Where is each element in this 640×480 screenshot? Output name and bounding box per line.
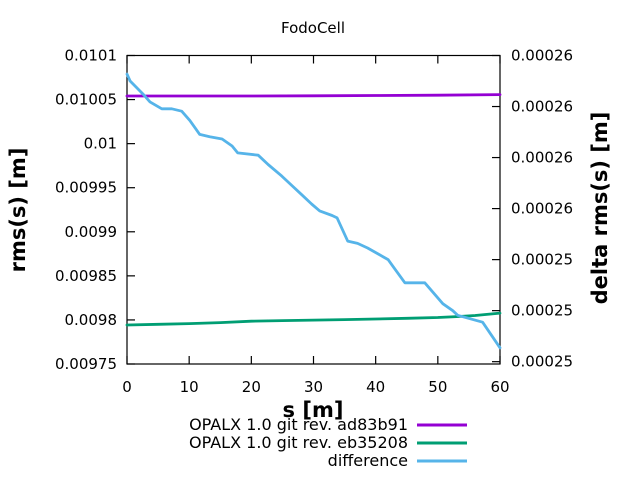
- x-tick-label: 0: [122, 378, 132, 396]
- series-line-2: [125, 311, 502, 327]
- data-series: [125, 72, 502, 350]
- y2-tick-label: 0.00025: [511, 251, 573, 269]
- tick-labels: 0 10 20 30 40 50 60 0.0101 0.01005 0.01 0.00995 0.0…: [55, 47, 573, 397]
- y2-axis-label: delta rms(s) [m]: [588, 112, 612, 305]
- legend-label: OPALX 1.0 git rev. ad83b91: [189, 415, 408, 434]
- chart-title: FodoCell: [281, 19, 345, 37]
- x-tick-label: 10: [180, 378, 199, 396]
- y-tick-label: 0.0098: [65, 311, 118, 329]
- y2-tick-label: 0.00025: [511, 302, 573, 320]
- y-tick-label: 0.01005: [55, 91, 117, 109]
- y-tick-label: 0.01: [84, 135, 117, 153]
- x-tick-label: 50: [428, 378, 447, 396]
- y-tick-label: 0.00985: [55, 267, 117, 285]
- y-axis-label: rms(s) [m]: [6, 148, 30, 273]
- y-tick-label: 0.0101: [65, 47, 118, 65]
- legend-label: OPALX 1.0 git rev. eb35208: [189, 433, 408, 452]
- x-axis-label: s [m]: [283, 398, 344, 422]
- series-line-1: [125, 93, 502, 98]
- y-tick-label: 0.00975: [55, 355, 117, 373]
- axis-ticks: [126, 54, 501, 365]
- y2-tick-label: 0.00026: [511, 149, 573, 167]
- series-line-3: [125, 72, 502, 350]
- y-tick-label: 0.00995: [55, 179, 117, 197]
- x-tick-label: 60: [490, 378, 509, 396]
- x-tick-label: 30: [304, 378, 323, 396]
- y2-tick-label: 0.00026: [511, 200, 573, 218]
- y2-tick-label: 0.00025: [511, 353, 573, 371]
- y2-tick-label: 0.00026: [511, 98, 573, 116]
- y-tick-label: 0.0099: [65, 223, 118, 241]
- legend-label: difference: [328, 451, 408, 470]
- x-tick-label: 40: [366, 378, 385, 396]
- y2-tick-label: 0.00026: [511, 47, 573, 65]
- x-tick-label: 20: [242, 378, 261, 396]
